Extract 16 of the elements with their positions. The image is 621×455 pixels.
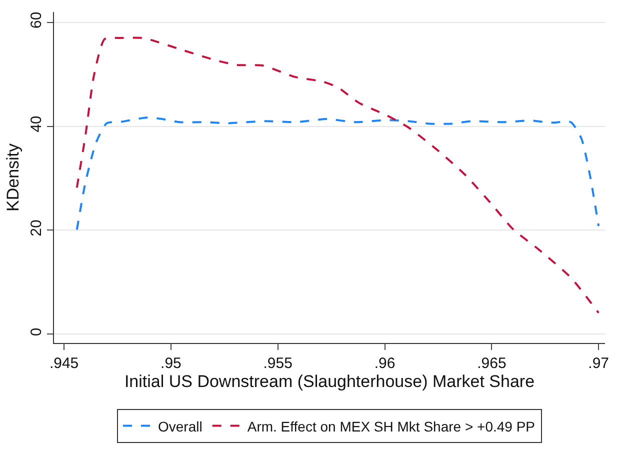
x-tick-label: .97 [588, 355, 610, 372]
line-series [76, 116, 600, 231]
y-tick-label: 60 [28, 12, 45, 28]
line-series [76, 36, 600, 314]
x-tick-label: .95 [160, 355, 182, 372]
x-tick-label: .96 [374, 355, 396, 372]
y-tick-label: 0 [28, 328, 45, 336]
x-axis-title: Initial US Downstream (Slaughterhouse) Market Share [124, 372, 535, 391]
legend-label: Arm. Effect on MEX SH Mkt Share > +0.49 PP [247, 418, 536, 434]
x-tick-label: .955 [263, 355, 292, 372]
y-axis-title: KDensity [4, 142, 23, 212]
y-tick-label: 40 [28, 116, 45, 132]
x-tick-label: .945 [49, 355, 79, 372]
legend-label: Overall [158, 418, 202, 434]
y-tick-label: 20 [28, 220, 45, 236]
x-tick-label: .965 [477, 355, 506, 372]
